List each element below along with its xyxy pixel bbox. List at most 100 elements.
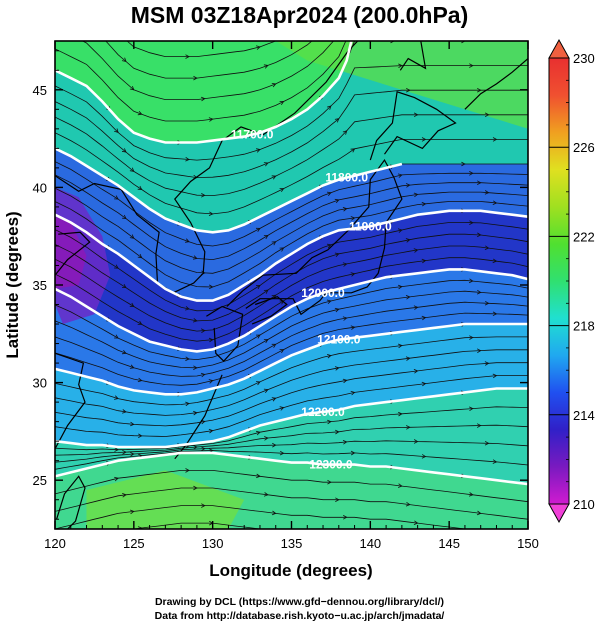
streamline-arrow: [271, 343, 277, 348]
height-contour: [55, 209, 528, 302]
streamline-arrow: [129, 234, 135, 239]
streamline-arrow: [421, 454, 427, 459]
streamline-arrow: [255, 45, 261, 50]
chart-title: MSM 03Z18Apr2024 (200.0hPa): [130, 2, 469, 28]
streamline: [55, 41, 347, 122]
streamline-arrow: [469, 171, 474, 176]
streamline-arrow: [477, 87, 482, 93]
streamline-arrow: [200, 96, 206, 102]
streamline-arrow: [263, 64, 269, 69]
streamline-arrow: [477, 180, 482, 185]
streamline-arrow: [279, 247, 285, 252]
field-band: [55, 324, 528, 447]
streamline-arrow: [397, 483, 403, 488]
streamline-arrow: [484, 440, 490, 446]
streamline-arrow: [137, 253, 143, 259]
streamline-arrow: [263, 339, 269, 344]
streamline-arrow: [405, 356, 411, 361]
field-band: [55, 148, 528, 301]
streamline-arrow: [492, 137, 498, 142]
streamline-arrow: [122, 493, 127, 498]
streamline-arrow: [484, 190, 490, 195]
streamline-arrow: [279, 101, 285, 106]
streamline-arrow: [492, 200, 498, 205]
credit-drawing: Drawing by DCL (https://www.gfd−dennou.o…: [154, 596, 445, 608]
streamline: [55, 161, 528, 247]
streamline-arrow: [185, 54, 190, 59]
colorbar-tick-label: 222: [573, 229, 595, 244]
streamline-arrow: [200, 328, 206, 334]
streamline-arrow: [350, 450, 356, 456]
streamline: [55, 201, 528, 288]
streamline-arrow: [185, 238, 190, 243]
streamline-arrow: [263, 289, 269, 294]
y-axis-label: Latitude (degrees): [3, 211, 22, 358]
streamline: [55, 233, 528, 322]
x-axis-label: Longitude (degrees): [209, 561, 372, 580]
streamline-arrow: [185, 356, 190, 361]
field-band: [55, 210, 528, 352]
colorbar-bottom-arrow: [548, 503, 570, 524]
streamline-arrow: [137, 526, 143, 529]
streamline-arrow: [413, 369, 419, 374]
streamline-arrow: [271, 175, 277, 180]
streamline-arrow: [326, 105, 332, 110]
streamline-arrow: [492, 311, 498, 317]
streamline-arrow: [114, 334, 119, 339]
x-tick-label: 140: [359, 536, 381, 551]
streamline-arrow: [334, 252, 340, 257]
streamline-arrow: [137, 110, 143, 116]
streamline-arrow: [461, 41, 466, 44]
streamline-arrow: [272, 442, 277, 448]
streamline-arrow: [350, 272, 356, 277]
streamline-arrow: [129, 167, 135, 172]
streamline-arrow: [342, 316, 348, 321]
streamline-arrow: [208, 428, 214, 434]
streamline-arrow: [397, 343, 403, 349]
coastline: [399, 41, 427, 71]
streamline-arrow: [350, 325, 356, 330]
streamline-arrow: [256, 473, 261, 479]
credit-data: Data from http://database.rish.kyoto−u.a…: [154, 610, 445, 622]
streamline-arrow: [476, 348, 482, 354]
streamline-arrow: [263, 388, 269, 393]
streamline-arrow: [468, 278, 474, 284]
x-tick-label: 120: [44, 536, 66, 551]
streamline-arrow: [256, 148, 261, 153]
coastline: [226, 158, 403, 316]
streamline-arrow: [405, 501, 411, 507]
streamline-arrow: [279, 188, 285, 193]
streamline-arrow: [492, 373, 498, 379]
streamline-arrow: [121, 148, 127, 153]
streamline-arrow: [398, 63, 403, 69]
streamline-arrow: [208, 337, 214, 343]
streamline-arrow: [129, 509, 135, 515]
field-band: [55, 41, 528, 143]
colorbar-tick-label: 226: [573, 140, 595, 155]
streamline-arrow: [114, 195, 119, 200]
streamline: [55, 222, 528, 312]
streamline-arrow: [334, 198, 340, 204]
y-tick-label: 40: [33, 180, 47, 195]
streamline-arrow: [271, 397, 277, 402]
streamline-arrow: [421, 381, 427, 387]
streamline-arrow: [208, 211, 214, 216]
x-tick-label: 130: [202, 536, 224, 551]
streamline: [55, 470, 528, 503]
streamline-arrow: [178, 33, 182, 37]
streamline-arrow: [484, 361, 490, 366]
streamline: [105, 41, 313, 79]
streamline-arrow: [422, 539, 426, 543]
streamline: [55, 336, 528, 406]
streamline-arrow: [406, 425, 411, 430]
plot-area: 11700.0 11800.0 11900.0 12000.0 12100.0 12200…: [55, 33, 528, 543]
streamline-arrow: [413, 305, 419, 310]
streamline-arrow: [406, 87, 411, 93]
streamline-arrow: [342, 207, 348, 212]
streamline-arrow: [201, 446, 206, 452]
height-contour: [55, 451, 528, 486]
streamline: [55, 89, 528, 179]
streamline-arrow: [469, 335, 474, 340]
streamline-arrow: [405, 183, 411, 188]
streamline-arrow: [469, 406, 474, 412]
